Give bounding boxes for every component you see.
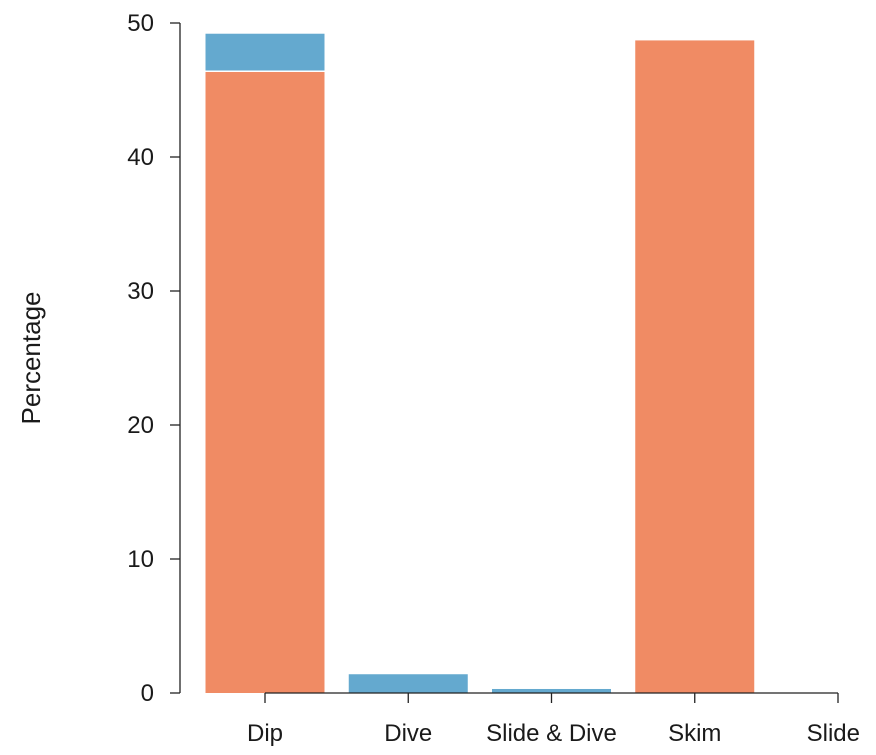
y-tick-label: 10 [127, 546, 154, 573]
bars-group [205, 33, 755, 694]
x-tick-label: Slide [807, 720, 860, 747]
bar-segment [635, 40, 755, 694]
y-ticks-group: 0 10 20 30 40 50 [127, 10, 180, 707]
x-tick-label: Dive [384, 720, 432, 747]
y-tick-label: 40 [127, 144, 154, 171]
bar-segment [205, 71, 325, 694]
bar-segment [348, 674, 468, 693]
bar-segment [492, 688, 611, 693]
y-axis-title: Percentage [16, 292, 46, 425]
bar-segment [205, 33, 325, 72]
x-tick-label: Slide & Dive [486, 720, 617, 747]
y-tick-label: 50 [127, 10, 154, 37]
y-tick-label: 0 [141, 680, 154, 707]
y-tick-label: 20 [127, 412, 154, 439]
x-tick-label: Skim [668, 720, 721, 747]
x-tick-label: Dip [247, 720, 283, 747]
y-tick-label: 30 [127, 278, 154, 305]
x-ticks-group: Dip Dive Slide & Dive Skim Slide [247, 693, 860, 747]
